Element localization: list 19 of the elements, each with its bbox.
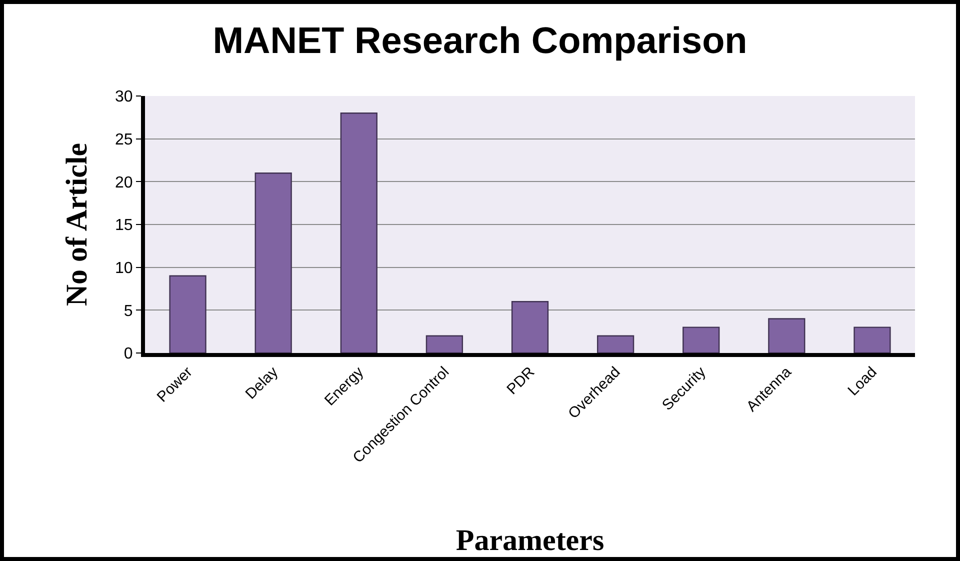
bar	[854, 326, 891, 353]
y-axis-title: No of Article	[60, 142, 94, 306]
y-tick-label: 5	[124, 302, 133, 320]
bar	[768, 318, 806, 353]
bar	[169, 275, 206, 353]
bar	[596, 335, 634, 353]
y-tick-label: 10	[115, 260, 133, 277]
bar	[340, 112, 378, 353]
bar	[426, 335, 464, 353]
x-axis-title: Parameters	[456, 524, 604, 557]
y-tick-label: 0	[124, 346, 133, 363]
y-tick-label: 15	[115, 217, 133, 234]
chart-title: MANET Research Comparison	[212, 20, 748, 61]
y-tick-label: 20	[115, 174, 133, 192]
y-tick-label: 30	[115, 88, 133, 106]
bar	[511, 301, 549, 353]
bar	[682, 326, 720, 353]
bar	[254, 172, 292, 353]
y-tick-label: 25	[115, 131, 133, 148]
